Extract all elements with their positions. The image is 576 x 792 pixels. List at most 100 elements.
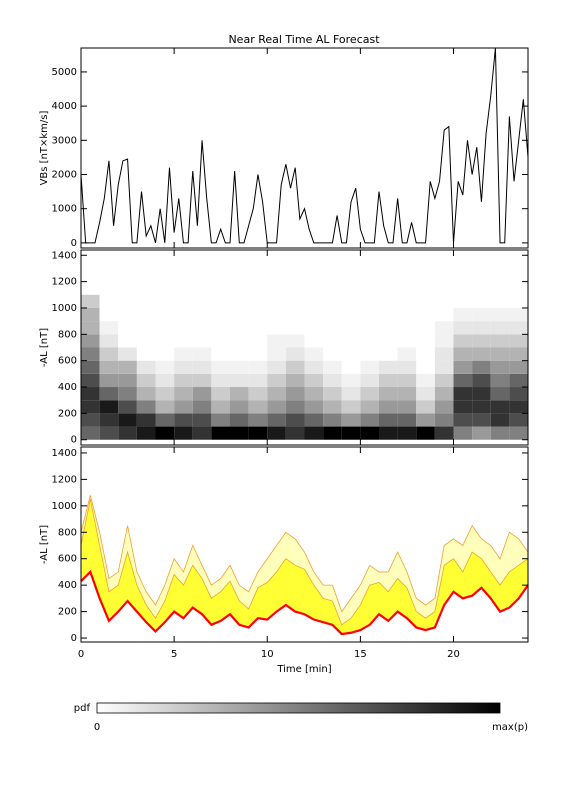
heatmap-cell bbox=[379, 334, 398, 348]
heatmap-cell bbox=[192, 334, 212, 348]
heatmap-cell bbox=[81, 400, 100, 414]
heatmap-cell bbox=[267, 373, 286, 388]
heatmap-cell bbox=[434, 373, 454, 388]
heatmap-cell bbox=[434, 387, 454, 401]
heatmap-cell bbox=[99, 347, 119, 361]
heatmap-cell bbox=[416, 360, 435, 374]
heatmap-cell bbox=[323, 387, 342, 401]
heatmap-cell bbox=[323, 400, 342, 414]
heatmap-cell bbox=[472, 360, 491, 374]
heatmap-cell bbox=[341, 426, 361, 440]
heatmap-cell bbox=[155, 360, 175, 374]
heatmap-cell bbox=[99, 360, 119, 374]
colorbar-title: pdf bbox=[74, 703, 91, 714]
heatmap-cell bbox=[397, 294, 417, 308]
heatmap-cell bbox=[341, 294, 361, 308]
heatmap-cell bbox=[174, 294, 193, 308]
y-axis-label: VBs [nT×km/s] bbox=[39, 110, 50, 185]
heatmap-cell bbox=[118, 321, 137, 335]
heatmap-cell bbox=[472, 307, 491, 322]
heatmap-cell bbox=[490, 413, 510, 427]
heatmap-cell bbox=[267, 334, 286, 348]
heatmap-cell bbox=[192, 413, 212, 427]
heatmap-cell bbox=[99, 321, 119, 335]
heatmap-cell bbox=[397, 307, 417, 322]
heatmap-cell bbox=[434, 307, 454, 322]
y-tick-label: 1000 bbox=[52, 303, 77, 314]
x-tick-label: 5 bbox=[171, 649, 177, 660]
heatmap-cell bbox=[472, 294, 491, 308]
heatmap-cell bbox=[341, 373, 361, 388]
area-fill bbox=[81, 499, 528, 639]
heatmap-cell bbox=[155, 307, 175, 322]
heatmap-cell bbox=[379, 347, 398, 361]
heatmap-cell bbox=[248, 413, 268, 427]
y-tick-label: 600 bbox=[58, 554, 77, 565]
heatmap-cell bbox=[118, 387, 137, 401]
y-tick-label: 600 bbox=[58, 356, 77, 367]
heatmap-cell bbox=[99, 334, 119, 348]
heatmap-cell bbox=[118, 360, 137, 374]
heatmap-cell bbox=[230, 321, 249, 335]
heatmap-cell bbox=[397, 413, 417, 427]
heatmap-cell bbox=[304, 400, 324, 414]
heatmap-cell bbox=[416, 334, 435, 348]
heatmap-cell bbox=[416, 307, 435, 322]
area-line bbox=[80, 495, 529, 613]
x-tick-label: 20 bbox=[447, 649, 460, 660]
heatmap-cell bbox=[211, 387, 230, 401]
heatmap-cell bbox=[360, 307, 379, 322]
heatmap-cell bbox=[155, 413, 175, 427]
heatmap-cell bbox=[211, 426, 230, 440]
y-tick-label: 0 bbox=[71, 435, 77, 446]
heatmap-cell bbox=[230, 426, 249, 440]
heatmap-cell bbox=[285, 426, 305, 440]
heatmap-cell bbox=[230, 347, 249, 361]
y-tick-label: 5000 bbox=[52, 67, 77, 78]
heatmap-cell bbox=[99, 307, 119, 322]
heatmap-cell bbox=[360, 387, 379, 401]
heatmap-cell bbox=[379, 387, 398, 401]
y-tick-label: 200 bbox=[58, 607, 77, 618]
heatmap-cell bbox=[81, 373, 100, 388]
heatmap-cell bbox=[211, 400, 230, 414]
y-tick-label: 400 bbox=[58, 382, 77, 393]
heatmap-cell bbox=[304, 321, 324, 335]
heatmap-cell bbox=[192, 426, 212, 440]
heatmap-cell bbox=[509, 413, 528, 427]
heatmap-cell bbox=[136, 307, 156, 322]
heatmap-cell bbox=[155, 334, 175, 348]
colorbar-min-label: 0 bbox=[94, 722, 100, 733]
heatmap-cell bbox=[490, 334, 510, 348]
heatmap-cell bbox=[81, 307, 100, 322]
heatmap-cell bbox=[490, 360, 510, 374]
heatmap-cell bbox=[155, 347, 175, 361]
heatmap-cell bbox=[118, 400, 137, 414]
y-tick-label: 800 bbox=[58, 527, 77, 538]
heatmap-cell bbox=[285, 360, 305, 374]
y-tick-label: 0 bbox=[71, 238, 77, 249]
heatmap-cell bbox=[397, 334, 417, 348]
heatmap-cell bbox=[434, 360, 454, 374]
heatmap-cell bbox=[230, 334, 249, 348]
heatmap-cell bbox=[472, 373, 491, 388]
heatmap-cell bbox=[285, 413, 305, 427]
heatmap-cell bbox=[118, 413, 137, 427]
heatmap-cell bbox=[341, 307, 361, 322]
heatmap-cell bbox=[360, 347, 379, 361]
heatmap-cell bbox=[341, 360, 361, 374]
heatmap-cell bbox=[416, 387, 435, 401]
colorbar bbox=[96, 702, 501, 714]
heatmap-cell bbox=[453, 387, 473, 401]
heatmap-cell bbox=[267, 360, 286, 374]
heatmap-cell bbox=[472, 413, 491, 427]
heatmap-cell bbox=[490, 387, 510, 401]
heatmap-cell bbox=[360, 373, 379, 388]
heatmap-cell bbox=[416, 400, 435, 414]
heatmap-cell bbox=[211, 347, 230, 361]
x-axis-label: Time [min] bbox=[276, 664, 331, 675]
y-tick-label: 4000 bbox=[52, 101, 77, 112]
heatmap-cell bbox=[490, 321, 510, 335]
heatmap-cell bbox=[434, 400, 454, 414]
heatmap-cell bbox=[192, 400, 212, 414]
